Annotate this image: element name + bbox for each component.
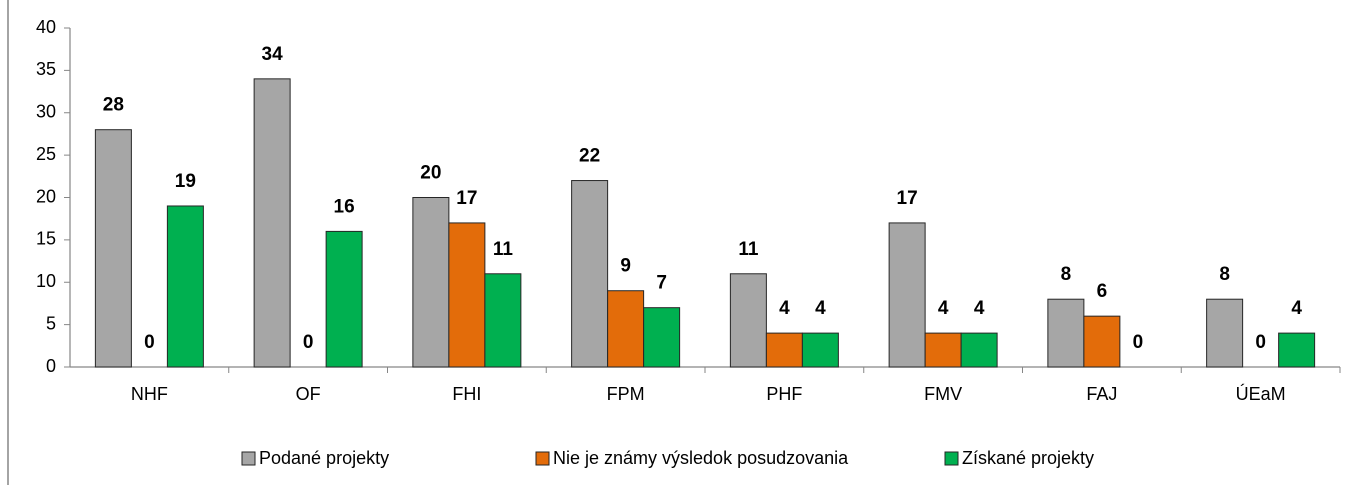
value-label: 11 — [493, 239, 514, 260]
bar — [801, 332, 839, 368]
bar — [571, 180, 609, 368]
value-label: 11 — [738, 239, 759, 260]
legend-swatch — [944, 451, 959, 466]
bar — [448, 222, 486, 368]
y-tick-label: 30 — [36, 102, 56, 122]
bar — [1083, 315, 1121, 368]
value-label: 4 — [815, 298, 826, 319]
x-tick-label: FMV — [924, 384, 962, 404]
x-tick-label: OF — [296, 384, 321, 404]
legend-label: Podané projekty — [259, 448, 389, 468]
value-label: 17 — [897, 188, 918, 209]
legend-swatch — [241, 451, 256, 466]
value-label: 16 — [334, 196, 355, 217]
value-label: 0 — [303, 332, 314, 353]
value-label: 17 — [456, 188, 477, 209]
bar — [643, 307, 681, 368]
value-label: 9 — [620, 256, 631, 277]
bar — [607, 290, 645, 368]
y-tick-label: 40 — [36, 17, 56, 37]
value-label: 4 — [779, 298, 790, 319]
bar — [729, 273, 767, 368]
value-label: 4 — [974, 298, 985, 319]
x-tick-label: FHI — [452, 384, 481, 404]
value-label: 0 — [144, 332, 155, 353]
bar — [325, 230, 363, 368]
x-tick-label: FPM — [607, 384, 645, 404]
bar — [166, 205, 204, 368]
value-label: 8 — [1219, 264, 1230, 285]
bar — [412, 197, 450, 368]
bar — [1206, 298, 1244, 368]
y-tick-label: 15 — [36, 229, 56, 249]
value-label: 6 — [1097, 281, 1108, 302]
x-tick-label: NHF — [131, 384, 168, 404]
legend-label: Nie je známy výsledok posudzovania — [553, 448, 849, 468]
bar — [888, 222, 926, 368]
y-tick-label: 35 — [36, 59, 56, 79]
value-label: 7 — [656, 273, 667, 294]
value-label: 22 — [579, 146, 600, 167]
bar — [765, 332, 803, 368]
legend-label: Získané projekty — [962, 448, 1094, 468]
x-tick-label: PHF — [766, 384, 802, 404]
value-label: 0 — [1133, 332, 1144, 353]
value-label: 0 — [1255, 332, 1266, 353]
y-tick-label: 5 — [46, 313, 56, 333]
value-label: 8 — [1061, 264, 1072, 285]
y-tick-label: 0 — [46, 356, 56, 376]
bar — [484, 273, 522, 368]
y-tick-label: 25 — [36, 144, 56, 164]
value-label: 34 — [262, 44, 284, 65]
bar — [1047, 298, 1085, 368]
bar — [94, 129, 132, 368]
x-tick-label: ÚEaM — [1236, 383, 1286, 404]
value-label: 4 — [938, 298, 949, 319]
value-label: 28 — [103, 95, 124, 116]
y-tick-label: 10 — [36, 271, 56, 291]
value-label: 20 — [420, 163, 441, 184]
x-tick-label: FAJ — [1086, 384, 1117, 404]
bar — [924, 332, 962, 368]
legend-swatch — [535, 451, 550, 466]
value-label: 4 — [1291, 298, 1302, 319]
y-tick-label: 20 — [36, 186, 56, 206]
bar — [960, 332, 998, 368]
bar — [253, 78, 291, 368]
bar — [1278, 332, 1316, 368]
value-label: 19 — [175, 171, 196, 192]
